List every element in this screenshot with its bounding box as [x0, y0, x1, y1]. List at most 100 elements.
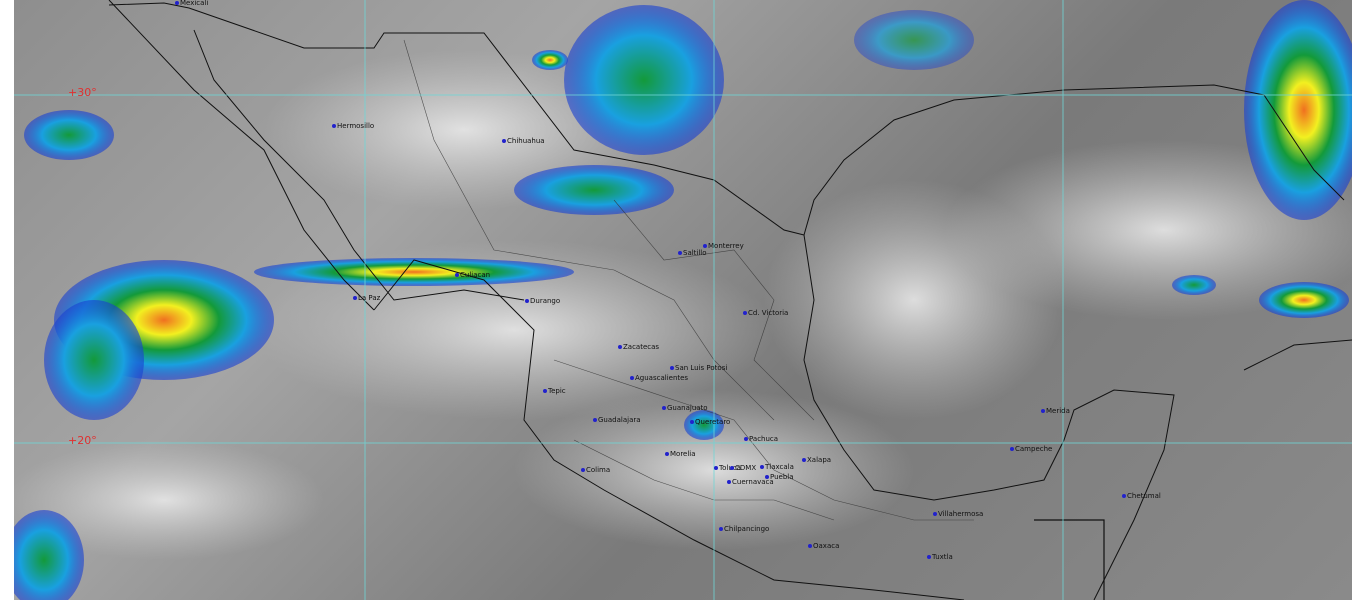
city-dot-icon: [502, 139, 506, 143]
city-dot-icon: [927, 555, 931, 559]
city-dot-icon: [802, 458, 806, 462]
city-name: Xalapa: [807, 456, 832, 464]
city-dot-icon: [760, 465, 764, 469]
city-marker: Morelia: [665, 450, 696, 458]
city-dot-icon: [730, 466, 734, 470]
city-marker: Merida: [1041, 407, 1070, 415]
city-marker: Puebla: [765, 473, 794, 481]
city-name: Durango: [530, 297, 561, 305]
city-dot-icon: [690, 420, 694, 424]
city-marker: Queretaro: [690, 418, 730, 426]
city-dot-icon: [353, 296, 357, 300]
city-name: Queretaro: [695, 418, 731, 426]
city-dot-icon: [765, 475, 769, 479]
city-name: Tepic: [548, 387, 566, 395]
city-name: Hermosillo: [337, 122, 375, 130]
city-name: Morelia: [670, 450, 696, 458]
city-marker: Tepic: [543, 387, 566, 395]
city-marker: Tuxtla: [927, 553, 953, 561]
city-marker: Mexicali: [175, 0, 208, 7]
city-name: Saltillo: [683, 249, 707, 257]
city-name: Cd. Victoria: [748, 309, 789, 317]
satellite-map[interactable]: +30° +20° Mexicali Hermosillo Chihuahua Cul…: [14, 0, 1352, 600]
city-name: Tuxtla: [932, 553, 953, 561]
city-dot-icon: [175, 1, 179, 5]
city-dot-icon: [662, 406, 666, 410]
city-name: Culiacan: [460, 271, 491, 279]
city-marker: San Luis Potosi: [670, 364, 727, 372]
city-marker: Xalapa: [802, 456, 831, 464]
city-name: Puebla: [770, 473, 794, 481]
city-dot-icon: [665, 452, 669, 456]
city-dot-icon: [618, 345, 622, 349]
city-name: San Luis Potosi: [675, 364, 728, 372]
city-dot-icon: [581, 468, 585, 472]
city-name: Pachuca: [749, 435, 779, 443]
city-marker: Toluca: [714, 464, 741, 472]
city-marker: Pachuca: [744, 435, 778, 443]
lat-label-30: +30°: [68, 86, 97, 99]
city-name: Oaxaca: [813, 542, 840, 550]
city-dot-icon: [714, 466, 718, 470]
city-marker: Colima: [581, 466, 610, 474]
city-marker: Guanajuato: [662, 404, 708, 412]
lat-lon-grid: [14, 0, 1352, 600]
city-marker: CDMX: [730, 464, 756, 472]
city-name: Campeche: [1015, 445, 1053, 453]
convective-clouds: [14, 0, 1352, 600]
city-name: Guanajuato: [667, 404, 708, 412]
city-marker: Durango: [525, 297, 560, 305]
city-dot-icon: [1010, 447, 1014, 451]
city-dot-icon: [332, 124, 336, 128]
city-name: La Paz: [358, 294, 381, 302]
city-dot-icon: [719, 527, 723, 531]
city-marker: Chetumal: [1122, 492, 1161, 500]
city-name: Cuernavaca: [732, 478, 774, 486]
city-name: Tlaxcala: [765, 463, 794, 471]
city-marker: Aguascalientes: [630, 374, 688, 382]
city-name: Mexicali: [180, 0, 209, 7]
city-marker: Culiacan: [455, 271, 490, 279]
city-name: Chetumal: [1127, 492, 1161, 500]
city-dot-icon: [593, 418, 597, 422]
city-name: CDMX: [735, 464, 757, 472]
city-marker: Hermosillo: [332, 122, 374, 130]
borders: [108, 0, 1352, 600]
city-marker: Chilpancingo: [719, 525, 769, 533]
city-name: Guadalajara: [598, 416, 641, 424]
city-dot-icon: [525, 299, 529, 303]
city-dot-icon: [703, 244, 707, 248]
city-marker: Guadalajara: [593, 416, 641, 424]
city-marker: Tlaxcala: [760, 463, 794, 471]
city-marker: Cuernavaca: [727, 478, 774, 486]
city-dot-icon: [678, 251, 682, 255]
city-marker: Saltillo: [678, 249, 707, 257]
city-dot-icon: [1041, 409, 1045, 413]
city-name: Chihuahua: [507, 137, 545, 145]
city-name: Monterrey: [708, 242, 744, 250]
city-marker: Cd. Victoria: [743, 309, 788, 317]
city-dot-icon: [1122, 494, 1126, 498]
city-marker: Campeche: [1010, 445, 1052, 453]
city-dot-icon: [808, 544, 812, 548]
city-marker: Monterrey: [703, 242, 744, 250]
city-dot-icon: [727, 480, 731, 484]
city-dot-icon: [933, 512, 937, 516]
city-marker: Chihuahua: [502, 137, 545, 145]
city-name: Chilpancingo: [724, 525, 770, 533]
city-dot-icon: [630, 376, 634, 380]
city-name: Villahermosa: [938, 510, 984, 518]
city-name: Colima: [586, 466, 611, 474]
city-dot-icon: [670, 366, 674, 370]
lat-label-20: +20°: [68, 434, 97, 447]
city-dot-icon: [744, 437, 748, 441]
city-name: Zacatecas: [623, 343, 660, 351]
city-marker: Oaxaca: [808, 542, 839, 550]
map-layer: [14, 0, 1352, 600]
city-marker: Villahermosa: [933, 510, 983, 518]
city-name: Aguascalientes: [635, 374, 689, 382]
city-dot-icon: [455, 273, 459, 277]
city-marker: Zacatecas: [618, 343, 659, 351]
city-marker: La Paz: [353, 294, 380, 302]
city-name: Toluca: [719, 464, 741, 472]
